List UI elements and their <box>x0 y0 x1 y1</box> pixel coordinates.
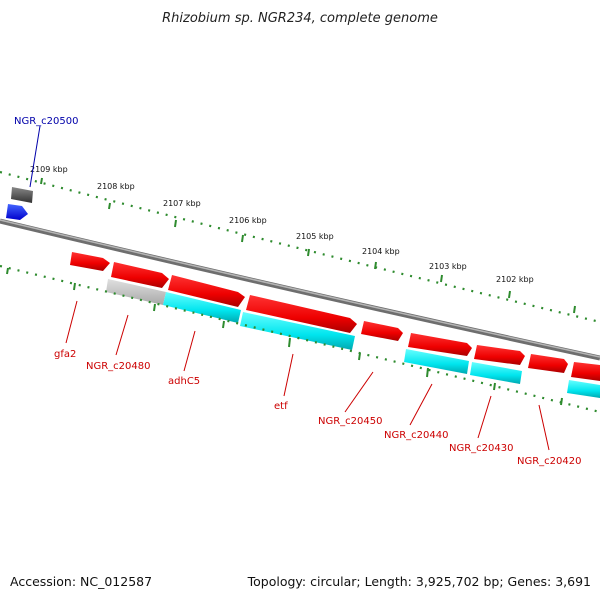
callout-line-ngr-c20430 <box>477 395 492 439</box>
major-tick <box>40 177 43 185</box>
callout-lines <box>29 125 550 451</box>
gene-label-ngr-c20500[interactable]: NGR_c20500 <box>14 116 79 127</box>
cds-adhc5[interactable] <box>163 292 241 323</box>
outer-scale-ruler <box>0 170 600 324</box>
major-tick <box>174 219 177 228</box>
gene-ngr-c20500[interactable] <box>6 204 28 220</box>
gene-label-ngr-c20440[interactable]: NGR_c20440 <box>384 430 449 441</box>
gene-track <box>70 252 600 381</box>
callout-line-etf <box>283 353 294 397</box>
gene-ngr-c20430[interactable] <box>474 345 525 365</box>
gene-labels: NGR_c20500 gfa2 NGR_c20480 adhC5 etf NGR… <box>14 116 582 467</box>
inner-scale-ruler <box>0 264 600 414</box>
gene-next[interactable] <box>571 362 600 381</box>
callout-line-gfa2 <box>65 300 78 344</box>
scale-label: 2109 kbp <box>30 165 68 174</box>
gene-label-ngr-c20480[interactable]: NGR_c20480 <box>86 361 151 372</box>
gene-etf[interactable] <box>246 295 357 333</box>
scale-labels: 2109 kbp 2108 kbp 2107 kbp 2106 kbp 2105… <box>30 165 534 284</box>
major-tick <box>573 305 576 314</box>
gene-ngr-c20480[interactable] <box>111 262 169 288</box>
scale-label: 2107 kbp <box>163 199 201 208</box>
cds-ngr-c20440[interactable] <box>404 349 469 374</box>
gene-ngr-c20420[interactable] <box>528 354 568 373</box>
major-tick <box>358 352 361 361</box>
genome-summary: Topology: circular; Length: 3,925,702 bp… <box>247 574 591 589</box>
scale-label: 2102 kbp <box>496 275 534 284</box>
major-tick <box>73 282 76 291</box>
major-tick <box>560 397 563 406</box>
major-tick <box>440 274 443 283</box>
cds-next[interactable] <box>567 380 600 398</box>
callout-line-ngr-c20440 <box>409 383 433 426</box>
cds-track <box>106 279 600 398</box>
gene-label-etf[interactable]: etf <box>274 401 288 412</box>
gene-gfa2[interactable] <box>70 252 110 271</box>
cds-etf[interactable] <box>240 312 355 350</box>
scale-label: 2104 kbp <box>362 247 400 256</box>
gene-label-ngr-c20430[interactable]: NGR_c20430 <box>449 443 514 454</box>
callout-line-ngr-c20480 <box>115 314 129 356</box>
cds-ngr-c20480-pseudo[interactable] <box>106 279 166 305</box>
gene-ngr-c20440[interactable] <box>408 333 472 356</box>
callout-line-ngr-c20500 <box>29 125 41 188</box>
scale-label: 2105 kbp <box>296 232 334 241</box>
scale-label: 2103 kbp <box>429 262 467 271</box>
major-tick <box>6 267 9 275</box>
major-tick <box>288 337 291 348</box>
callout-line-ngr-c20450 <box>344 371 374 413</box>
scale-label: 2108 kbp <box>97 182 135 191</box>
accession-label: Accession: NC_012587 <box>10 574 152 589</box>
major-tick <box>374 261 377 270</box>
major-tick <box>241 234 244 243</box>
cds-ngr-c20430[interactable] <box>470 362 522 384</box>
callout-line-ngr-c20420 <box>538 404 550 451</box>
scale-label: 2106 kbp <box>229 216 267 225</box>
map-title: Rhizobium sp. NGR234, complete genome <box>162 11 438 26</box>
callout-line-adhc5 <box>183 330 196 372</box>
major-tick <box>222 320 225 329</box>
gene-label-adhc5[interactable]: adhC5 <box>168 376 200 387</box>
major-tick <box>426 367 429 378</box>
gene-adhc5[interactable] <box>168 275 245 307</box>
gene-ngr-c20450[interactable] <box>361 321 403 341</box>
genome-backbone <box>0 218 600 361</box>
major-tick <box>108 202 111 210</box>
major-tick <box>153 303 156 312</box>
gene-label-gfa2[interactable]: gfa2 <box>54 349 76 360</box>
major-tick <box>307 248 310 257</box>
gene-label-ngr-c20420[interactable]: NGR_c20420 <box>517 456 582 467</box>
gene-label-ngr-c20450[interactable]: NGR_c20450 <box>318 416 383 427</box>
major-tick <box>508 290 511 299</box>
major-tick <box>493 382 496 391</box>
gene-ngr-c20500-pseudo[interactable] <box>11 187 33 203</box>
